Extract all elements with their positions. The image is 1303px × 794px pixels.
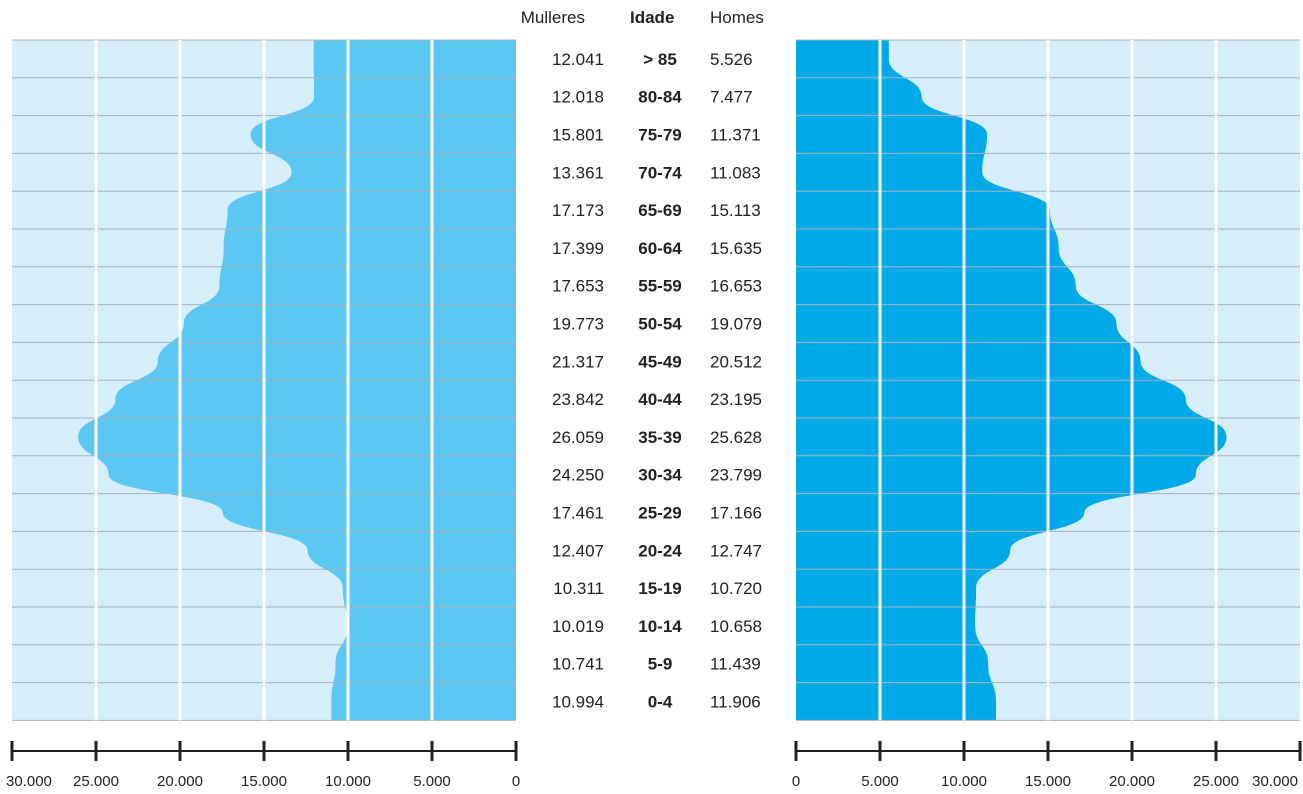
- value-label-mulleres: 17.461: [552, 504, 604, 523]
- tick-label-left: 25.000: [73, 773, 119, 790]
- tick-label-right: 10.000: [941, 773, 987, 790]
- age-group-label: 50-54: [638, 315, 682, 334]
- value-label-mulleres: 23.842: [552, 390, 604, 409]
- value-label-mulleres: 24.250: [552, 466, 604, 485]
- value-label-mulleres: 17.173: [552, 201, 604, 220]
- header-mulleres: Mulleres: [520, 8, 585, 27]
- tick-label-left: 0: [512, 773, 520, 790]
- value-label-homes: 10.658: [710, 617, 762, 636]
- tick-label-right: 5.000: [861, 773, 899, 790]
- tick-label-right: 15.000: [1025, 773, 1071, 790]
- age-group-label: 30-34: [638, 466, 682, 485]
- age-group-label: 60-64: [638, 239, 682, 258]
- tick-label-right: 0: [792, 773, 800, 790]
- value-label-homes: 5.526: [710, 50, 753, 69]
- value-label-mulleres: 12.018: [552, 88, 604, 107]
- value-label-homes: 10.720: [710, 579, 762, 598]
- age-group-label: 65-69: [638, 201, 681, 220]
- value-label-mulleres: 26.059: [552, 428, 604, 447]
- value-label-homes: 11.906: [710, 693, 761, 712]
- value-label-mulleres: 10.311: [553, 579, 604, 598]
- value-label-homes: 11.439: [710, 655, 761, 674]
- value-label-homes: 11.371: [710, 126, 761, 145]
- age-group-label: 55-59: [638, 277, 681, 296]
- age-group-label: 75-79: [638, 126, 681, 145]
- value-label-mulleres: 15.801: [552, 126, 604, 145]
- value-label-mulleres: 17.653: [552, 277, 604, 296]
- value-label-mulleres: 12.041: [552, 50, 604, 69]
- header-idade: Idade: [630, 8, 675, 27]
- value-label-mulleres: 21.317: [552, 352, 604, 371]
- value-label-homes: 20.512: [710, 352, 762, 371]
- value-label-mulleres: 10.741: [552, 655, 604, 674]
- age-group-label: > 85: [643, 50, 677, 69]
- age-group-label: 80-84: [638, 88, 682, 107]
- tick-label-left: 15.000: [241, 773, 287, 790]
- age-group-label: 70-74: [638, 163, 682, 182]
- age-group-label: 0-4: [648, 693, 673, 712]
- tick-label-left: 30.000: [6, 773, 52, 790]
- tick-label-right: 30.000: [1252, 773, 1298, 790]
- tick-label-right: 20.000: [1109, 773, 1155, 790]
- value-label-homes: 25.628: [710, 428, 762, 447]
- tick-label-right: 25.000: [1193, 773, 1239, 790]
- value-label-homes: 15.113: [710, 201, 761, 220]
- value-label-homes: 7.477: [710, 88, 753, 107]
- value-label-homes: 19.079: [710, 315, 762, 334]
- value-label-mulleres: 17.399: [552, 239, 604, 258]
- value-label-homes: 23.799: [710, 466, 762, 485]
- age-group-label: 20-24: [638, 541, 682, 560]
- value-label-mulleres: 13.361: [552, 163, 604, 182]
- value-label-homes: 17.166: [710, 504, 762, 523]
- header-homes: Homes: [710, 8, 764, 27]
- value-label-homes: 15.635: [710, 239, 762, 258]
- age-group-label: 40-44: [638, 390, 682, 409]
- age-group-label: 45-49: [638, 352, 681, 371]
- tick-label-left: 10.000: [325, 773, 371, 790]
- age-group-label: 5-9: [648, 655, 673, 674]
- value-label-mulleres: 12.407: [552, 541, 604, 560]
- value-label-homes: 23.195: [710, 390, 762, 409]
- tick-label-left: 20.000: [157, 773, 203, 790]
- age-group-label: 15-19: [638, 579, 681, 598]
- value-label-homes: 16.653: [710, 277, 762, 296]
- age-group-label: 25-29: [638, 504, 681, 523]
- value-label-mulleres: 10.994: [552, 693, 604, 712]
- value-label-homes: 11.083: [710, 163, 761, 182]
- age-group-label: 35-39: [638, 428, 681, 447]
- value-label-mulleres: 10.019: [552, 617, 604, 636]
- value-label-homes: 12.747: [710, 541, 762, 560]
- age-group-label: 10-14: [638, 617, 682, 636]
- value-label-mulleres: 19.773: [552, 315, 604, 334]
- center-column: [516, 40, 796, 721]
- tick-label-left: 5.000: [413, 773, 451, 790]
